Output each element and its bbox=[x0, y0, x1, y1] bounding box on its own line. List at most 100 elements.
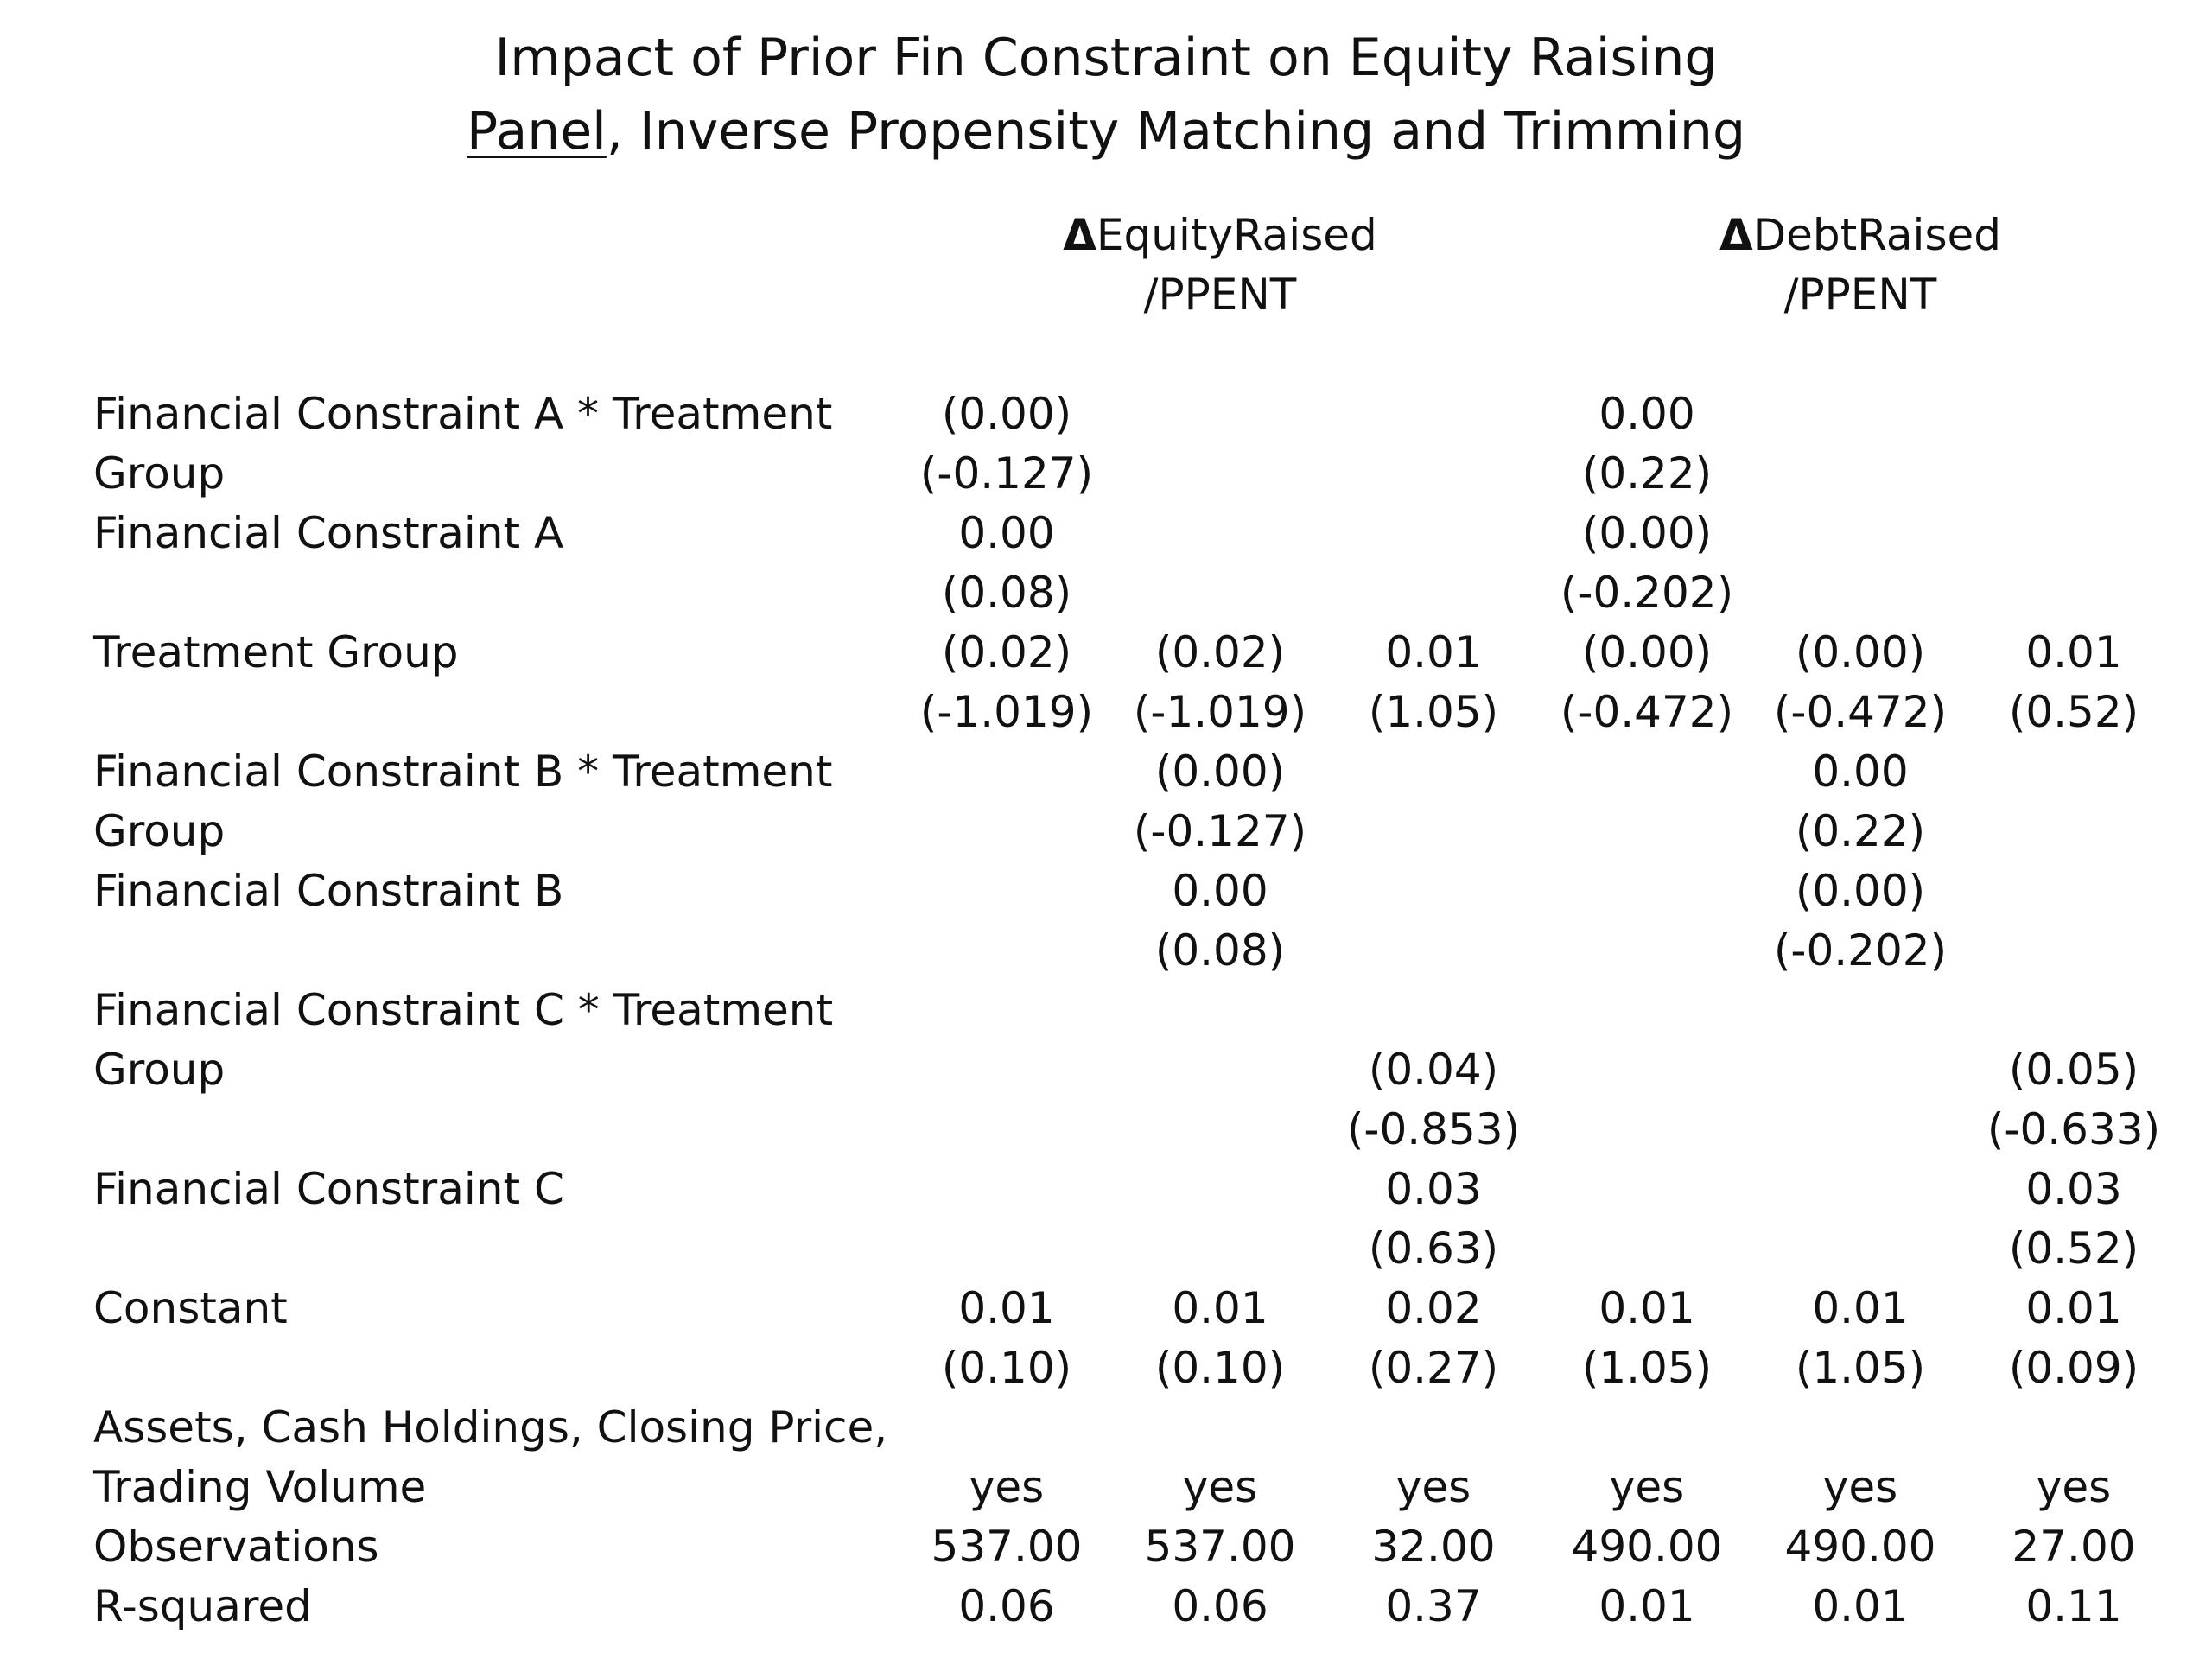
table-cell: (0.10) bbox=[1154, 1343, 1286, 1393]
table-row: Financial Constraint A 0.00 (0.00) bbox=[0, 504, 2212, 563]
table-row: Financial Constraint C * Treatment bbox=[0, 981, 2212, 1040]
table-cell: 0.01 bbox=[1172, 1283, 1268, 1333]
table-row: Group (0.04) (0.05) bbox=[0, 1040, 2212, 1100]
title-line-1: Impact of Prior Fin Constraint on Equity… bbox=[494, 28, 1718, 88]
table-cell: 490.00 bbox=[1571, 1522, 1723, 1572]
equity-header-line1: EquityRaised bbox=[1096, 210, 1377, 260]
row-label: Financial Constraint A * Treatment bbox=[93, 389, 833, 439]
table-cell: (0.02) bbox=[1154, 627, 1286, 677]
table-cell: (0.09) bbox=[2008, 1343, 2139, 1393]
table-row: (0.08) (-0.202) bbox=[0, 563, 2212, 623]
table-row: R-squared 0.06 0.06 0.37 0.01 0.01 0.11 bbox=[0, 1577, 2212, 1637]
table-cell: (-1.019) bbox=[1133, 687, 1307, 737]
table-cell: (0.08) bbox=[1154, 925, 1286, 976]
table-row: Financial Constraint C 0.03 0.03 bbox=[0, 1160, 2212, 1219]
row-label: Financial Constraint A bbox=[93, 508, 564, 558]
table-cell: yes bbox=[1822, 1462, 1898, 1512]
table-cell: (0.00) bbox=[941, 389, 1072, 439]
table-row: Financial Constraint A * Treatment (0.00)… bbox=[0, 385, 2212, 444]
table-row: Financial Constraint B 0.00 (0.00) bbox=[0, 861, 2212, 921]
table-cell: 0.01 bbox=[958, 1283, 1055, 1333]
table-cell: (-0.472) bbox=[1773, 687, 1948, 737]
table-cell: yes bbox=[1609, 1462, 1685, 1512]
row-label: Group bbox=[93, 806, 226, 856]
table-subtitle: Panel, Inverse Propensity Matching and T… bbox=[0, 95, 2212, 168]
table-cell: 0.00 bbox=[958, 508, 1055, 558]
row-label: Trading Volume bbox=[93, 1462, 427, 1512]
table-cell: 0.00 bbox=[1172, 866, 1268, 916]
table-cell: (-0.472) bbox=[1560, 687, 1734, 737]
table-cell: (0.10) bbox=[941, 1343, 1072, 1393]
table-row: Group (-0.127) (0.22) bbox=[0, 802, 2212, 861]
table-cell: (1.05) bbox=[1795, 1343, 1926, 1393]
table-cell: 0.06 bbox=[1172, 1581, 1268, 1631]
table-row: Treatment Group (0.02) (0.02) 0.01 (0.00) (0.… bbox=[0, 623, 2212, 683]
equity-column-header: ΔEquityRaised /PPENT bbox=[961, 206, 1479, 325]
table-cell: yes bbox=[1182, 1462, 1258, 1512]
title-underlined-word: Panel bbox=[466, 101, 607, 162]
table-cell: 0.11 bbox=[2025, 1581, 2122, 1631]
delta-symbol: Δ bbox=[1719, 210, 1753, 260]
table-cell: (0.00) bbox=[1795, 627, 1926, 677]
delta-symbol: Δ bbox=[1063, 210, 1096, 260]
row-label: Assets, Cash Holdings, Closing Price, bbox=[93, 1402, 888, 1452]
table-cell: 490.00 bbox=[1784, 1522, 1936, 1572]
table-cell: 537.00 bbox=[1144, 1522, 1296, 1572]
table-cell: yes bbox=[2036, 1462, 2112, 1512]
row-label: Group bbox=[93, 1045, 226, 1095]
table-row: Trading Volume yes yes yes yes yes yes bbox=[0, 1458, 2212, 1517]
table-cell: (-0.202) bbox=[1773, 925, 1948, 976]
equity-header-line2: /PPENT bbox=[1143, 270, 1297, 320]
debt-column-header: ΔDebtRaised /PPENT bbox=[1601, 206, 2120, 325]
row-label: Financial Constraint C bbox=[93, 1164, 564, 1214]
table-row: Assets, Cash Holdings, Closing Price, bbox=[0, 1398, 2212, 1458]
table-cell: 0.01 bbox=[1599, 1283, 1695, 1333]
row-label: Observations bbox=[93, 1522, 379, 1572]
table-row: (0.10) (0.10) (0.27) (1.05) (1.05) (0.09) bbox=[0, 1338, 2212, 1398]
table-cell: 27.00 bbox=[2012, 1522, 2136, 1572]
table-cell: (1.05) bbox=[1581, 1343, 1713, 1393]
table-cell: 0.00 bbox=[1599, 389, 1695, 439]
table-cell: (0.08) bbox=[941, 568, 1072, 618]
table-cell: yes bbox=[969, 1462, 1045, 1512]
row-label: Group bbox=[93, 448, 226, 499]
title-line-2-rest: , Inverse Propensity Matching and Trimmi… bbox=[606, 101, 1746, 162]
table-cell: 0.01 bbox=[1385, 627, 1482, 677]
table-cell: 0.06 bbox=[958, 1581, 1055, 1631]
table-cell: 0.03 bbox=[1385, 1164, 1482, 1214]
row-label: Treatment Group bbox=[93, 627, 459, 677]
debt-header-line2: /PPENT bbox=[1783, 270, 1937, 320]
table-cell: (-0.127) bbox=[919, 448, 1094, 499]
table-cell: 0.01 bbox=[1812, 1283, 1909, 1333]
table-cell: (0.27) bbox=[1368, 1343, 1499, 1393]
table-cell: 0.01 bbox=[2025, 1283, 2122, 1333]
table-row: (-1.019) (-1.019) (1.05) (-0.472) (-0.472) (0… bbox=[0, 683, 2212, 742]
table-cell: (-0.853) bbox=[1346, 1104, 1521, 1154]
row-label: Financial Constraint B bbox=[93, 866, 564, 916]
row-label: R-squared bbox=[93, 1581, 312, 1631]
table-cell: (0.63) bbox=[1368, 1224, 1499, 1274]
table-row: (0.63) (0.52) bbox=[0, 1219, 2212, 1279]
table-row: (-0.853) (-0.633) bbox=[0, 1100, 2212, 1160]
table-cell: (-0.633) bbox=[1986, 1104, 2161, 1154]
table-cell: (0.00) bbox=[1581, 627, 1713, 677]
table-cell: 0.01 bbox=[2025, 627, 2122, 677]
table-row: Observations 537.00 537.00 32.00 490.00 490.0… bbox=[0, 1517, 2212, 1577]
table-cell: (0.52) bbox=[2008, 687, 2139, 737]
table-cell: (0.00) bbox=[1581, 508, 1713, 558]
row-label: Constant bbox=[93, 1283, 288, 1333]
table-row: (0.08) (-0.202) bbox=[0, 921, 2212, 981]
table-cell: (0.22) bbox=[1795, 806, 1926, 856]
table-title: Impact of Prior Fin Constraint on Equity… bbox=[0, 22, 2212, 94]
table-cell: 0.01 bbox=[1599, 1581, 1695, 1631]
table-cell: 0.00 bbox=[1812, 747, 1909, 797]
table-cell: (-1.019) bbox=[919, 687, 1094, 737]
row-label: Financial Constraint B * Treatment bbox=[93, 747, 833, 797]
table-cell: (0.02) bbox=[941, 627, 1072, 677]
table-row: Financial Constraint B * Treatment (0.00)… bbox=[0, 742, 2212, 802]
table-cell: 32.00 bbox=[1371, 1522, 1496, 1572]
table-cell: (0.52) bbox=[2008, 1224, 2139, 1274]
debt-header-line1: DebtRaised bbox=[1752, 210, 2002, 260]
table-cell: (0.05) bbox=[2008, 1045, 2139, 1095]
table-cell: 0.37 bbox=[1385, 1581, 1482, 1631]
